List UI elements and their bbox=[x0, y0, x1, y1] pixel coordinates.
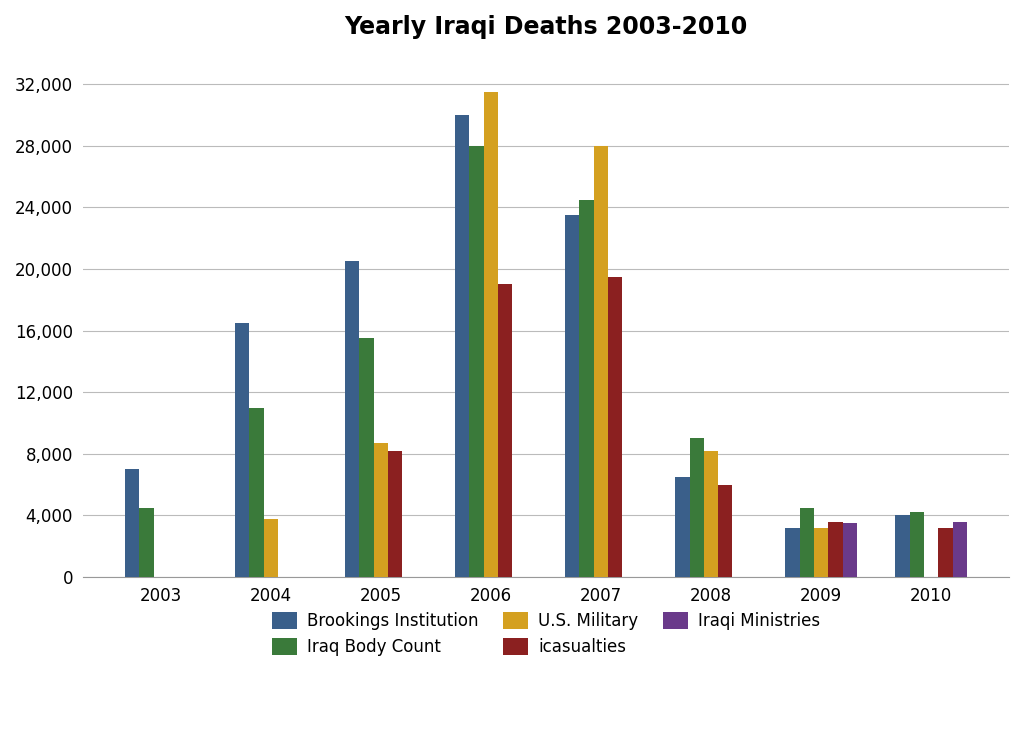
Bar bbox=[125, 469, 139, 577]
Bar bbox=[498, 285, 512, 577]
Bar bbox=[675, 477, 689, 577]
Bar bbox=[455, 115, 469, 577]
Bar bbox=[800, 508, 814, 577]
Bar bbox=[938, 528, 952, 577]
Bar bbox=[388, 450, 402, 577]
Bar bbox=[814, 528, 828, 577]
Bar bbox=[718, 485, 732, 577]
Bar bbox=[234, 323, 249, 577]
Bar bbox=[263, 518, 278, 577]
Bar bbox=[249, 408, 263, 577]
Bar bbox=[139, 508, 154, 577]
Bar bbox=[689, 438, 703, 577]
Bar bbox=[359, 338, 374, 577]
Bar bbox=[580, 199, 594, 577]
Title: Yearly Iraqi Deaths 2003-2010: Yearly Iraqi Deaths 2003-2010 bbox=[344, 15, 748, 39]
Legend: Brookings Institution, Iraq Body Count, U.S. Military, icasualties, Iraqi Minist: Brookings Institution, Iraq Body Count, … bbox=[265, 605, 827, 663]
Bar bbox=[483, 92, 498, 577]
Bar bbox=[828, 521, 843, 577]
Bar bbox=[785, 528, 800, 577]
Bar bbox=[952, 521, 967, 577]
Bar bbox=[565, 215, 580, 577]
Bar bbox=[909, 512, 924, 577]
Bar bbox=[703, 450, 718, 577]
Bar bbox=[843, 523, 857, 577]
Bar bbox=[374, 443, 388, 577]
Bar bbox=[345, 261, 359, 577]
Bar bbox=[594, 146, 608, 577]
Bar bbox=[895, 515, 909, 577]
Bar bbox=[608, 276, 623, 577]
Bar bbox=[469, 146, 483, 577]
